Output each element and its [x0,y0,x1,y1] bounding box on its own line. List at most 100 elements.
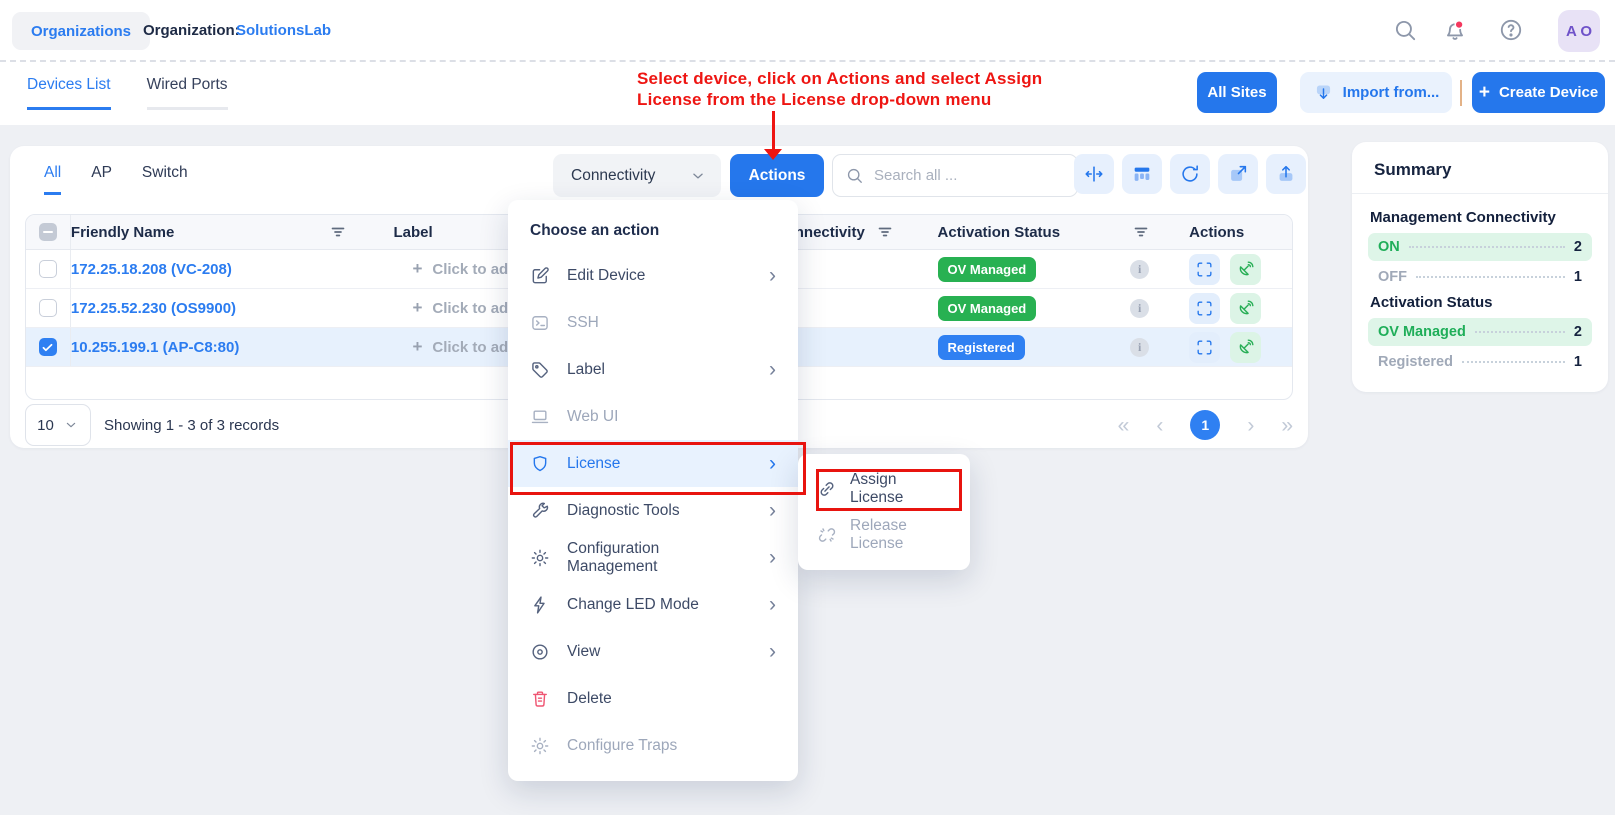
upload-button[interactable] [1266,154,1306,194]
connectivity-dropdown[interactable]: Connectivity [553,154,721,197]
menu-item-view[interactable]: View › [508,628,798,675]
expand-device-button[interactable] [1189,292,1221,324]
summary-title: Summary [1352,142,1608,194]
dotted-leader [1461,361,1565,363]
menu-item-label: License [567,454,621,472]
antenna-button[interactable] [1230,253,1262,285]
plus-icon: + [412,337,423,356]
info-icon[interactable]: i [1130,259,1150,279]
create-device-button[interactable]: + Create Device [1472,72,1605,113]
menu-item-license[interactable]: License › [508,440,798,487]
actions-button[interactable]: Actions [730,154,824,197]
import-from-label: Import from... [1342,84,1440,101]
device-filter-tabs: All AP Switch [44,164,188,195]
filter-icon[interactable] [330,224,346,240]
menu-item-label-tag[interactable]: Label › [508,346,798,393]
import-from-button[interactable]: Import from... [1300,72,1452,113]
filter-icon[interactable] [1133,224,1149,240]
pager: « ‹ 1 › » [1118,410,1293,440]
expand-device-button[interactable] [1189,253,1221,285]
row-checkbox-checked[interactable] [38,338,57,356]
search-icon[interactable] [1392,17,1418,43]
terminal-icon [530,313,550,333]
annotation-text: Select device, click on Actions and sele… [637,68,1042,110]
menu-item-configuration-management[interactable]: Configuration Management › [508,534,798,581]
menu-item-label: Configuration Management [567,539,660,575]
menu-item-edit-device[interactable]: Edit Device › [508,252,798,299]
submenu-item-label: Release License [850,517,907,552]
add-label-button[interactable]: + Click to add [412,337,517,357]
license-submenu: Assign License Release License [798,454,970,570]
status-badge: OV Managed [937,295,1037,321]
info-icon[interactable]: i [1130,298,1150,318]
wrench-icon [530,501,550,521]
menu-item-label: Change LED Mode [567,595,699,613]
organizations-button[interactable]: Organizations [12,12,151,50]
add-label-button[interactable]: + Click to add [412,259,517,279]
tab-switch[interactable]: Switch [141,164,188,181]
device-name-link[interactable]: 10.255.199.1 (AP-C8:80) [70,338,240,356]
menu-item-label: View [567,642,601,660]
column-resize-button[interactable] [1074,154,1114,194]
dotted-leader [1474,331,1565,333]
filter-icon[interactable] [877,224,893,240]
menu-item-label: Delete [567,689,612,707]
broken-link-icon [817,525,837,545]
last-page-button[interactable]: » [1281,413,1293,437]
menu-item-ssh[interactable]: SSH [508,299,798,346]
user-avatar[interactable]: A O [1558,10,1600,52]
search-input[interactable] [872,166,1067,185]
expand-device-button[interactable] [1189,331,1221,363]
menu-item-configure-traps[interactable]: Configure Traps [508,722,798,769]
plus-icon: + [1478,82,1490,103]
row-checkbox[interactable] [38,299,57,317]
tab-ap[interactable]: AP [91,164,112,181]
device-name-link[interactable]: 172.25.52.230 (OS9900) [70,299,237,317]
refresh-button[interactable] [1170,154,1210,194]
columns-button[interactable] [1122,154,1162,194]
menu-item-diagnostic-tools[interactable]: Diagnostic Tools › [508,487,798,534]
organization-label: Organization: [143,22,240,39]
link-icon [817,479,837,499]
all-sites-button[interactable]: All Sites [1197,72,1277,113]
antenna-button[interactable] [1230,292,1262,324]
connectivity-dropdown-value: Connectivity [571,166,656,184]
select-all-checkbox[interactable] [38,223,57,241]
click-to-add-label: Click to add [432,338,518,356]
trash-icon [530,689,550,709]
page-tabs-bar: Devices List Wired Ports Select device, … [0,62,1615,125]
annotation-line-1: Select device, click on Actions and sele… [637,69,1043,88]
col-actions: Actions [1189,223,1245,241]
page-size-select[interactable]: 10 [25,404,91,446]
notifications-bell-icon[interactable] [1442,17,1468,43]
tab-devices-list[interactable]: Devices List [27,76,111,110]
current-page-button[interactable]: 1 [1190,410,1221,440]
info-icon[interactable]: i [1130,337,1150,357]
menu-item-change-led-mode[interactable]: Change LED Mode › [508,581,798,628]
table-row[interactable]: 172.25.18.208 (VC-208) + Click to add OV … [26,250,1292,289]
open-external-button[interactable] [1218,154,1258,194]
organization-name-link[interactable]: SolutionsLab [236,22,331,39]
chevron-down-icon [63,417,79,433]
add-label-button[interactable]: + Click to add [412,298,517,318]
first-page-button[interactable]: « [1117,413,1130,437]
submenu-item-release-license[interactable]: Release License [798,512,970,558]
menu-item-delete[interactable]: Delete [508,675,798,722]
prev-page-button[interactable]: ‹ [1156,413,1164,437]
help-icon[interactable] [1498,17,1524,43]
antenna-button[interactable] [1230,331,1262,363]
next-page-button[interactable]: › [1247,413,1255,437]
actions-dropdown-menu: Choose an action Edit Device › SSH Label… [508,200,798,781]
license-highlight-box [510,442,806,495]
page-tabs: Devices List Wired Ports [27,76,228,110]
tab-all[interactable]: All [44,164,62,195]
tag-icon [530,360,550,380]
tab-wired-ports[interactable]: Wired Ports [146,76,228,110]
row-checkbox[interactable] [38,260,57,278]
menu-item-web-ui[interactable]: Web UI [508,393,798,440]
device-name-link[interactable]: 172.25.18.208 (VC-208) [70,260,232,278]
col-activation-status: Activation Status [937,223,1061,241]
menu-title: Choose an action [530,222,660,239]
submenu-item-assign-license[interactable]: Assign License [798,466,970,512]
dotted-leader [1416,276,1565,278]
